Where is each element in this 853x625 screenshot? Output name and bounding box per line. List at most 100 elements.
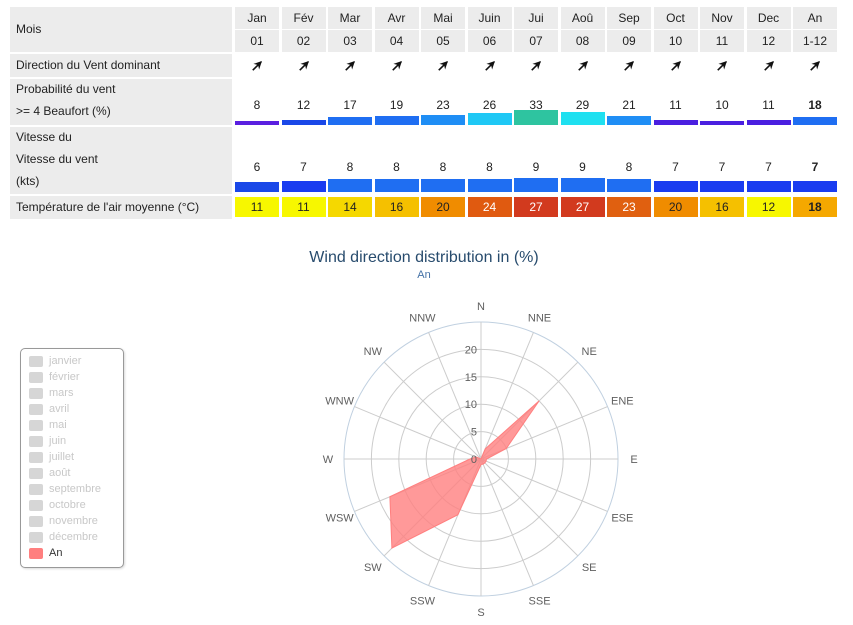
speed-bar xyxy=(235,182,279,192)
wind-direction-arrow-icon xyxy=(328,54,372,77)
wind-direction-arrow-icon xyxy=(282,54,326,77)
radial-tick-label: 0 xyxy=(471,454,477,466)
grid-spoke xyxy=(383,361,482,460)
temperature-cell: 23 xyxy=(607,197,651,217)
temperature-cell: 27 xyxy=(514,197,558,217)
month-name: Mai xyxy=(421,7,465,29)
wind-direction-arrow-icon xyxy=(514,54,558,77)
legend-swatch xyxy=(29,548,43,559)
legend-label: An xyxy=(49,547,63,559)
wind-direction-arrow-icon xyxy=(607,54,651,77)
month-name: Mar xyxy=(328,7,372,29)
probability-bar xyxy=(374,116,419,125)
legend-label: août xyxy=(49,467,71,479)
chart-legend: janvier février mars avril mai juin juillet aoû… xyxy=(20,348,124,568)
legend-label: octobre xyxy=(49,499,86,511)
probability-bar xyxy=(467,113,512,125)
probability-value: 11 xyxy=(762,98,775,112)
grid-spoke xyxy=(480,458,608,512)
month-name: Jui xyxy=(514,7,558,29)
wind-direction-arrow-icon xyxy=(700,54,744,77)
row-label-speed-line3: (kts) xyxy=(16,174,40,188)
probability-value: 29 xyxy=(575,98,590,112)
month-name: An xyxy=(793,7,837,29)
speed-value: 8 xyxy=(486,160,493,174)
temperature-cell: 27 xyxy=(560,197,605,217)
direction-label: SE xyxy=(582,562,597,574)
wind-direction-arrow-icon xyxy=(654,54,698,77)
legend-swatch xyxy=(29,420,43,431)
chart-subtitle: An xyxy=(417,269,430,281)
legend-label: mars xyxy=(49,387,74,399)
probability-value: 21 xyxy=(622,98,636,112)
direction-label: NNE xyxy=(528,313,551,325)
legend-label: février xyxy=(49,371,80,383)
row-label-probability-line2: >= 4 Beaufort (%) xyxy=(16,104,111,118)
wind-direction-arrow-icon xyxy=(235,54,279,77)
speed-bar xyxy=(560,177,605,192)
direction-label: W xyxy=(323,454,334,466)
probability-bar xyxy=(514,110,558,125)
radial-tick-label: 20 xyxy=(465,344,477,356)
probability-value: 23 xyxy=(436,98,450,112)
probability-bar xyxy=(653,120,698,125)
speed-bar xyxy=(281,180,326,192)
wind-direction-arrow-icon xyxy=(421,54,465,77)
wind-direction-arrow-icon xyxy=(561,54,605,77)
probability-value: 17 xyxy=(343,98,357,112)
month-number: 01 xyxy=(235,30,279,52)
grid-spoke xyxy=(480,458,534,586)
speed-bar xyxy=(653,180,698,192)
legend-swatch xyxy=(29,372,43,383)
speed-value: 8 xyxy=(346,160,354,174)
speed-bar xyxy=(793,180,837,192)
direction-label: ENE xyxy=(611,395,634,407)
speed-value: 7 xyxy=(672,160,679,174)
direction-label: ESE xyxy=(611,513,633,525)
month-name: Aoû xyxy=(560,7,605,29)
direction-label: SSW xyxy=(410,595,436,607)
speed-value: 7 xyxy=(718,160,726,174)
temperature-cell: 12 xyxy=(746,197,791,217)
direction-label: WSW xyxy=(326,513,355,525)
temperature-cell: 20 xyxy=(653,197,698,217)
temperature-cell: 16 xyxy=(374,197,419,217)
direction-label: WNW xyxy=(325,395,354,407)
series-area-an xyxy=(389,400,540,549)
radial-tick-label: 10 xyxy=(465,399,477,411)
probability-value: 8 xyxy=(253,98,261,112)
legend-swatch xyxy=(29,356,43,367)
probability-value: 33 xyxy=(529,98,543,112)
legend-swatch xyxy=(29,516,43,527)
month-number: 1-12 xyxy=(793,30,837,52)
month-number: 03 xyxy=(328,30,372,52)
month-name: Fév xyxy=(281,7,326,29)
month-number: 08 xyxy=(560,30,605,52)
legend-label: juillet xyxy=(49,451,75,463)
direction-label: SW xyxy=(364,562,382,574)
month-name: Nov xyxy=(700,7,744,29)
grid-spoke xyxy=(428,332,482,460)
legend-label: avril xyxy=(49,403,70,415)
speed-value: 9 xyxy=(579,160,586,174)
probability-bar xyxy=(235,121,279,125)
direction-label: NE xyxy=(582,346,597,358)
probability-bar xyxy=(793,116,837,125)
month-number: 04 xyxy=(374,30,419,52)
probability-bar xyxy=(281,119,326,125)
direction-label: SSE xyxy=(529,595,551,607)
temperature-cell: 16 xyxy=(700,197,744,217)
month-number: 07 xyxy=(514,30,558,52)
temperature-cell: 14 xyxy=(328,197,372,217)
speed-value: 6 xyxy=(253,160,261,174)
probability-bar xyxy=(560,111,605,125)
legend-swatch xyxy=(29,532,43,543)
month-name: Juin xyxy=(467,7,512,29)
row-label-mois: Mois xyxy=(10,7,232,52)
legend-label: novembre xyxy=(49,515,98,527)
month-name: Jan xyxy=(235,7,279,29)
probability-value: 26 xyxy=(482,98,497,112)
month-name: Sep xyxy=(607,7,651,29)
legend-label: juin xyxy=(49,435,67,447)
legend-label: septembre xyxy=(49,483,101,495)
